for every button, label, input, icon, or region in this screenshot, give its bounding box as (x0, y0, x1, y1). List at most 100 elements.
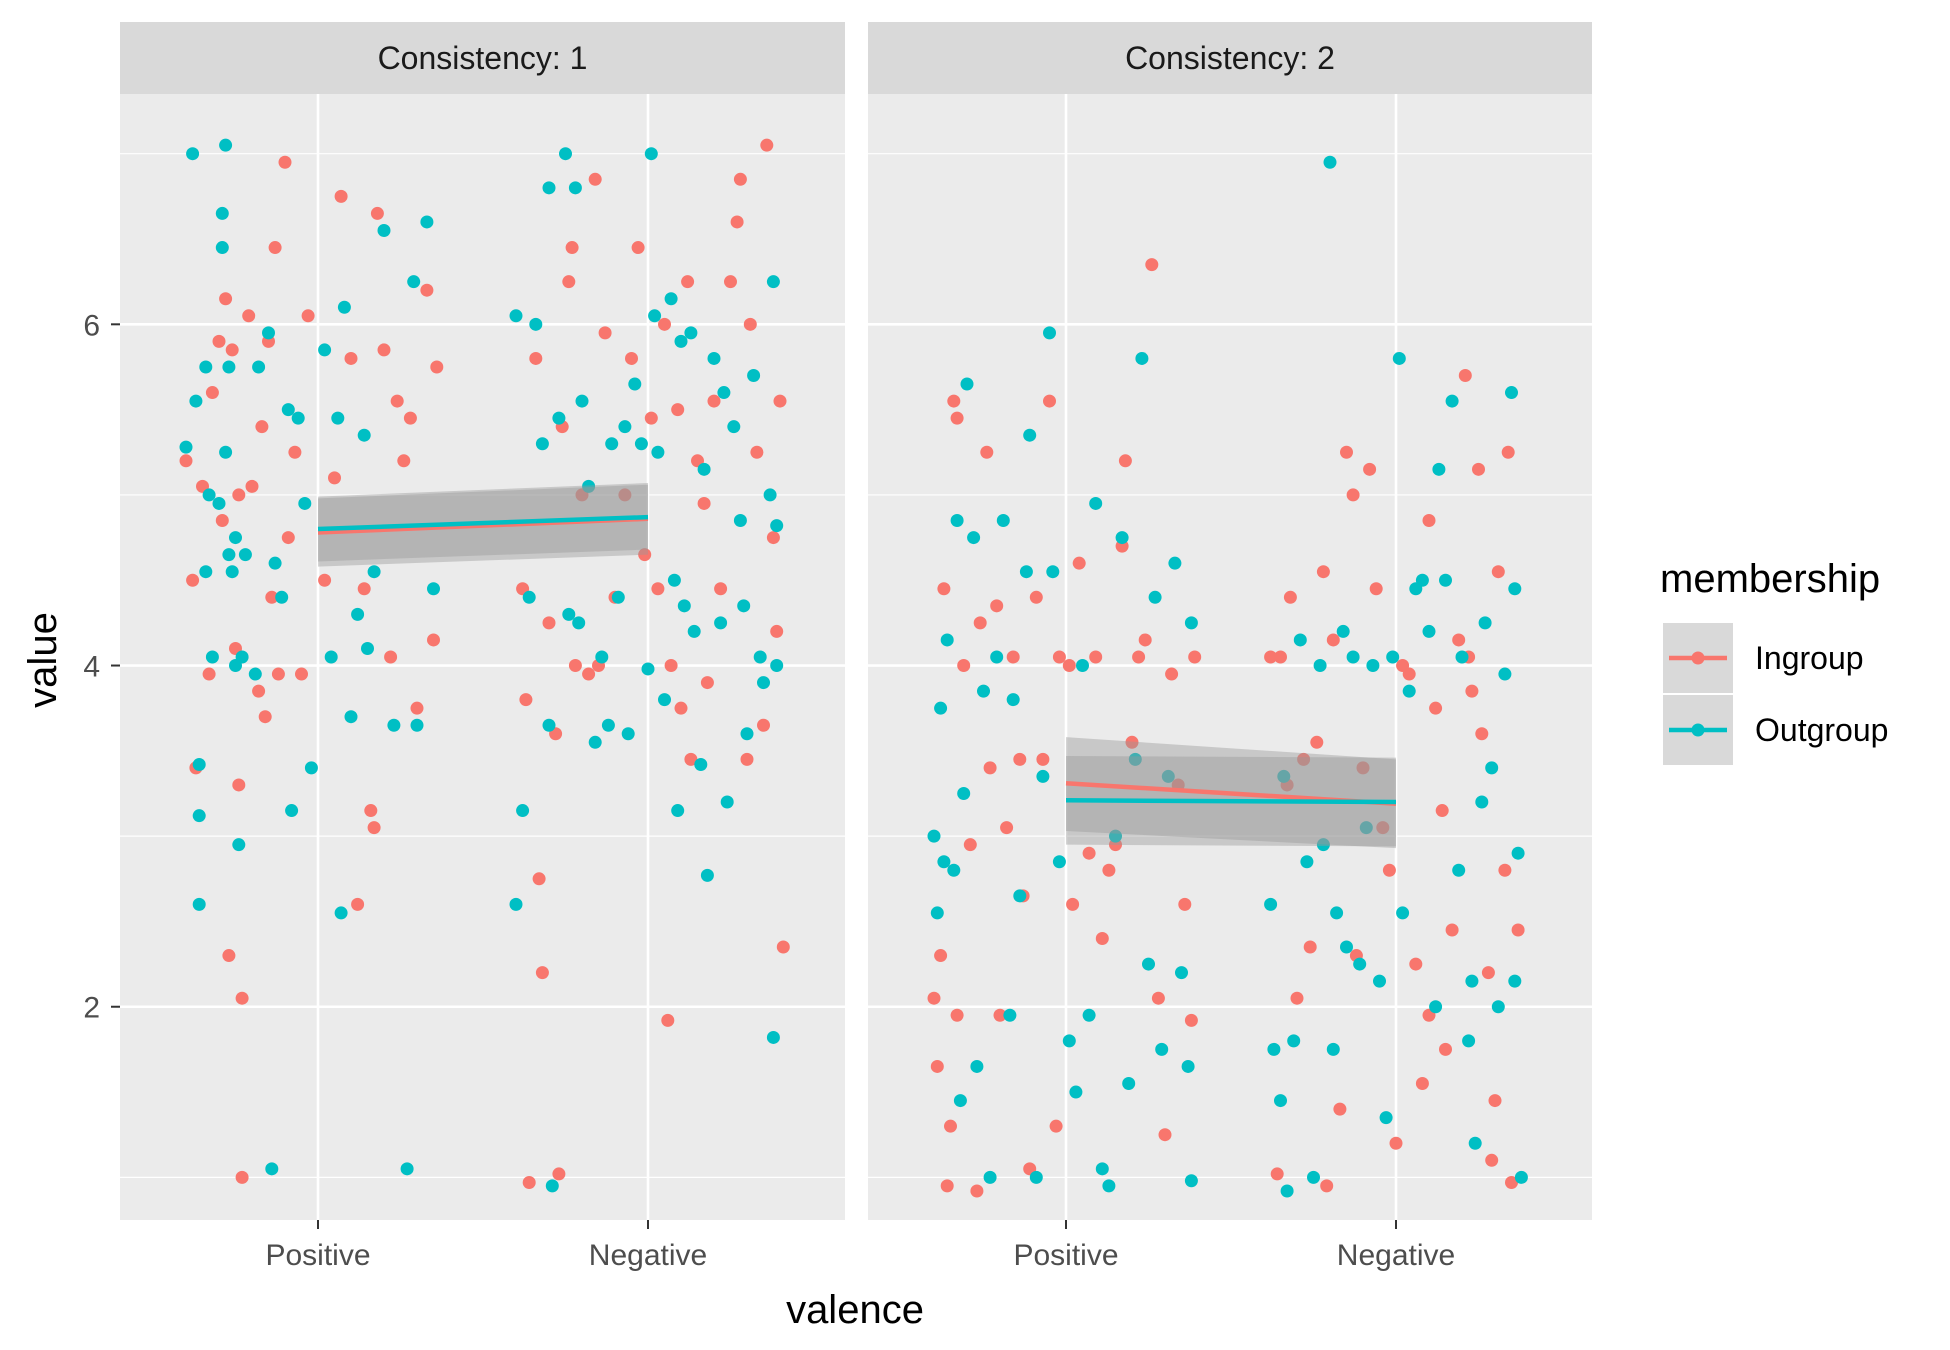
data-point-ingroup (730, 215, 744, 229)
data-point-outgroup (674, 334, 688, 348)
data-point-outgroup (377, 223, 391, 237)
data-point-ingroup (993, 1008, 1007, 1022)
trend-line-outgroup (317, 514, 649, 532)
data-point-ingroup (281, 531, 295, 545)
data-point-ingroup (1340, 445, 1353, 459)
data-point-ingroup (222, 949, 236, 963)
data-point-ingroup (766, 531, 780, 545)
data-point-outgroup (947, 863, 961, 877)
data-point-ingroup (377, 343, 391, 357)
data-point-outgroup (222, 548, 236, 562)
data-point-outgroup (977, 684, 990, 698)
data-point-ingroup (565, 241, 579, 255)
data-point-ingroup (427, 633, 440, 647)
data-point-outgroup (357, 428, 371, 442)
data-point-outgroup (1128, 752, 1142, 766)
data-point-outgroup (1069, 1085, 1083, 1099)
data-point-outgroup (575, 394, 589, 408)
data-point-outgroup (1062, 1034, 1076, 1048)
data-point-ingroup (1435, 804, 1449, 818)
data-point-ingroup (1283, 590, 1297, 604)
data-point-outgroup (192, 757, 206, 771)
data-point-ingroup (258, 710, 272, 724)
data-point-outgroup (1511, 846, 1525, 860)
data-point-outgroup (232, 838, 246, 852)
data-point-ingroup (743, 317, 757, 331)
data-point-ingroup (1006, 650, 1020, 664)
data-point-ingroup (403, 411, 417, 425)
data-point-outgroup (291, 411, 305, 425)
data-point-ingroup (225, 343, 239, 357)
data-point-outgroup (1029, 1170, 1043, 1184)
data-point-outgroup (1168, 556, 1182, 570)
data-point-ingroup (232, 488, 246, 502)
data-point-outgroup (1323, 155, 1337, 169)
data-point-outgroup (1052, 855, 1066, 869)
data-point-outgroup (1023, 428, 1037, 442)
data-point-outgroup (1491, 1000, 1505, 1014)
data-point-ingroup (651, 582, 665, 596)
data-point-ingroup (265, 590, 279, 604)
data-point-outgroup (1175, 966, 1188, 980)
data-point-ingroup (278, 155, 292, 169)
data-point-outgroup (275, 590, 289, 604)
data-point-outgroup (582, 479, 596, 493)
data-point-outgroup (1475, 795, 1489, 809)
data-point-outgroup (763, 488, 777, 502)
data-point-outgroup (648, 309, 662, 323)
data-point-outgroup (1402, 684, 1416, 698)
data-point-outgroup (766, 1030, 780, 1044)
data-point-ingroup (1102, 863, 1116, 877)
data-point-ingroup (1363, 462, 1377, 476)
data-point-ingroup (1125, 735, 1139, 749)
data-point-outgroup (1465, 974, 1479, 988)
facet-strip-label: Consistency: 1 (378, 40, 588, 76)
data-point-outgroup (1379, 1111, 1393, 1125)
data-point-outgroup (542, 718, 556, 732)
y-axis-title: value (21, 612, 65, 708)
data-point-ingroup (930, 1059, 944, 1073)
data-point-outgroup (562, 607, 576, 621)
data-point-outgroup (1508, 974, 1522, 988)
data-point-outgroup (387, 718, 401, 732)
data-point-outgroup (1003, 1008, 1017, 1022)
data-point-ingroup (1326, 633, 1340, 647)
data-point-ingroup (664, 659, 678, 673)
data-point-outgroup (1462, 1034, 1476, 1048)
data-point-ingroup (1475, 727, 1489, 741)
data-point-ingroup (519, 693, 533, 707)
data-point-outgroup (753, 650, 767, 664)
data-point-ingroup (674, 701, 688, 715)
data-point-outgroup (937, 855, 951, 869)
data-point-outgroup (1340, 940, 1353, 954)
data-point-ingroup (397, 454, 411, 468)
data-point-outgroup (199, 360, 213, 374)
data-point-outgroup (1313, 659, 1327, 673)
data-point-outgroup (1373, 974, 1386, 988)
data-point-ingroup (1422, 514, 1436, 528)
facet-strip-label: Consistency: 2 (1125, 40, 1335, 76)
data-point-ingroup (1270, 1167, 1284, 1181)
data-point-ingroup (950, 1008, 964, 1022)
data-point-ingroup (740, 752, 754, 766)
data-point-outgroup (684, 326, 698, 340)
data-point-outgroup (1089, 496, 1103, 510)
data-point-ingroup (535, 966, 549, 980)
data-point-outgroup (644, 147, 658, 161)
data-point-ingroup (1095, 932, 1109, 945)
data-point-outgroup (757, 676, 770, 690)
data-point-outgroup (285, 804, 299, 818)
data-point-ingroup (957, 659, 971, 673)
data-point-outgroup (334, 906, 348, 920)
data-point-ingroup (638, 548, 652, 562)
data-point-ingroup (1274, 650, 1287, 664)
data-point-outgroup (248, 667, 262, 681)
data-point-outgroup (766, 275, 780, 289)
data-point-ingroup (990, 599, 1004, 613)
data-point-outgroup (1336, 624, 1350, 638)
data-point-ingroup (1402, 667, 1416, 681)
data-point-outgroup (727, 420, 741, 434)
data-point-outgroup (265, 1162, 279, 1176)
data-point-ingroup (1505, 1175, 1518, 1189)
data-point-ingroup (1389, 1136, 1403, 1150)
